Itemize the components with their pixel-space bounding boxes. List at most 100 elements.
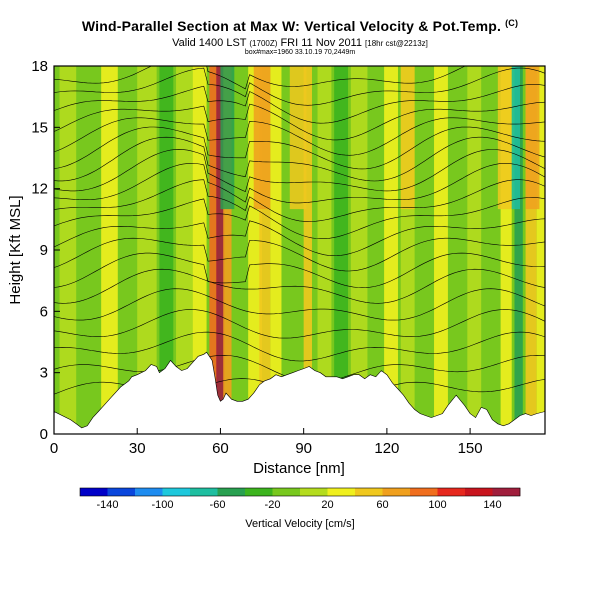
upper-velocity-band: [289, 66, 307, 210]
isentrope-line: [54, 66, 466, 90]
chart-title-text: Wind-Parallel Section at Max W: Vertical…: [81, 18, 502, 34]
plot-area: [54, 66, 545, 434]
y-tick-label: 18: [31, 58, 48, 75]
isentrope-line: [54, 268, 545, 304]
colorbar-swatch: [492, 488, 521, 496]
isentrope-line: [54, 163, 545, 204]
valid-time: Valid 1400 LST: [172, 37, 247, 49]
velocity-band: [334, 66, 349, 434]
colorbar-tick-label: 20: [321, 499, 333, 511]
velocity-band: [120, 66, 135, 434]
copyright-mark: (C): [505, 18, 519, 28]
colorbar-swatch: [355, 488, 383, 496]
velocity-band: [417, 66, 432, 434]
isentrope-line: [54, 331, 545, 362]
terrain-mask: [54, 351, 545, 434]
velocity-band: [81, 66, 96, 434]
upper-velocity-band: [497, 66, 512, 210]
isentrope-line: [54, 179, 545, 222]
velocity-band: [514, 66, 523, 434]
isentrope-line: [54, 237, 545, 272]
colorbar-swatch: [300, 488, 328, 496]
x-tick-label: 150: [458, 440, 483, 457]
velocity-band: [434, 66, 448, 434]
chart-title: Wind-Parallel Section at Max W: Vertical…: [0, 18, 600, 34]
y-tick-label: 3: [40, 365, 48, 382]
colorbar-swatch: [80, 488, 108, 496]
isentrope-line: [54, 309, 545, 339]
velocity-band: [536, 66, 545, 434]
isentrope-line: [54, 288, 545, 321]
valid-date: FRI 11 Nov 2011: [280, 37, 362, 49]
velocity-band: [176, 66, 193, 434]
isentrope-line: [54, 252, 545, 289]
valid-time-line: Valid 1400 LST (1700Z) FRI 11 Nov 2011 […: [0, 37, 600, 49]
upper-velocity-band: [253, 66, 271, 210]
x-tick-label: 90: [295, 440, 312, 457]
x-axis-title: Distance [nm]: [253, 460, 345, 477]
colorbar-swatch: [410, 488, 438, 496]
velocity-band: [192, 66, 207, 434]
colorbar-swatch: [465, 488, 493, 496]
x-tick-label: 30: [129, 440, 146, 457]
isentrope-line: [54, 117, 545, 156]
colorbar-swatch: [107, 488, 136, 496]
colorbar-swatch: [327, 488, 356, 496]
upper-velocity-band: [220, 66, 235, 210]
x-tick-label: 0: [50, 440, 58, 457]
colorbar-tick-label: -60: [210, 499, 226, 511]
velocity-band: [234, 66, 246, 434]
velocity-band: [350, 66, 368, 434]
x-tick-label: 120: [374, 440, 399, 457]
colorbar-tick-label: -100: [151, 499, 173, 511]
valid-run: [18hr cst@2213z]: [365, 39, 428, 48]
y-axis-title: Height [Kft MSL]: [7, 195, 24, 304]
velocity-band: [500, 66, 512, 434]
velocity-band: [259, 66, 271, 434]
velocity-band: [367, 66, 385, 434]
velocity-band: [467, 66, 482, 434]
isentrope-line: [54, 136, 545, 182]
y-tick-label: 9: [40, 242, 48, 259]
isentrope-line: [54, 218, 545, 257]
velocity-band: [223, 66, 232, 434]
colorbar-swatch: [245, 488, 273, 496]
y-tick-label: 6: [40, 303, 48, 320]
colorbar-swatch: [217, 488, 246, 496]
velocity-band: [525, 66, 537, 434]
velocity-band: [101, 66, 118, 434]
velocity-band: [59, 66, 77, 434]
upper-velocity-band: [525, 66, 540, 210]
y-tick-label: 12: [31, 181, 48, 198]
velocity-band: [159, 66, 174, 434]
colorbar-tick-label: -20: [265, 499, 281, 511]
velocity-band: [209, 66, 218, 434]
velocity-band: [270, 66, 282, 434]
velocity-band: [384, 66, 398, 434]
colorbar-swatch: [437, 488, 466, 496]
isentrope-line: [54, 126, 545, 170]
colorbar-tick-label: 140: [483, 499, 501, 511]
y-tick-label: 0: [40, 426, 48, 443]
y-tick-label: 15: [31, 119, 48, 136]
colorbar-title: Vertical Velocity [cm/s]: [245, 518, 354, 530]
isentrope-line: [54, 84, 545, 124]
isentrope-line: [54, 101, 545, 141]
colorbar-tick-label: 60: [376, 499, 388, 511]
x-tick-label: 60: [212, 440, 229, 457]
colorbar-frame: [79, 487, 521, 497]
isentrope-line: [54, 197, 545, 239]
isentrope-line: [54, 149, 545, 193]
colorbar-tick-label: -140: [96, 499, 118, 511]
colorbar: -140 -100 -60 -20 20 60 100 140: [79, 487, 521, 511]
isentrope-line: [54, 67, 545, 106]
colorbar-tick-label: 100: [428, 499, 446, 511]
velocity-band: [450, 66, 465, 434]
velocity-band: [303, 66, 312, 434]
colorbar-swatch: [162, 488, 191, 496]
velocity-band: [317, 66, 332, 434]
velocity-band: [483, 66, 498, 434]
velocity-band: [137, 66, 157, 434]
valid-utc: (1700Z): [249, 39, 278, 48]
info-line: box#max=1960 33.10.19 70,2449m: [244, 49, 356, 56]
